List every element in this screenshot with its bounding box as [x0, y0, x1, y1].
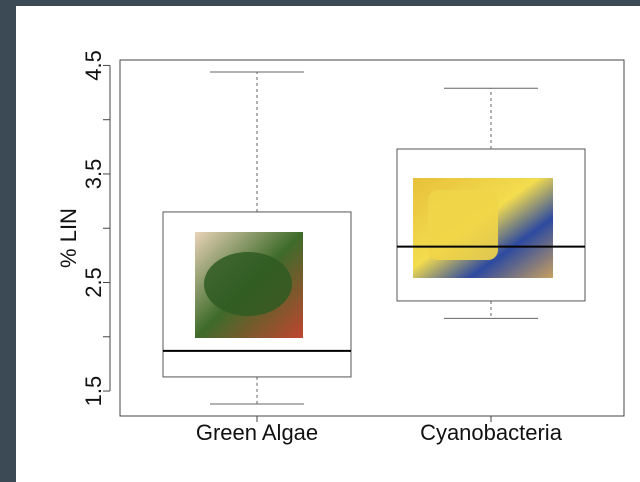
photo-twinkie: [428, 190, 498, 260]
y-tick-label: 3.5: [81, 159, 106, 190]
x-tick-label: Cyanobacteria: [420, 420, 563, 445]
y-tick-label: 4.5: [81, 50, 106, 81]
y-tick-label: 1.5: [81, 376, 106, 407]
photo-salad-leaves: [204, 252, 292, 316]
x-tick-label: Green Algae: [196, 420, 318, 445]
y-axis-label: % LIN: [56, 208, 81, 268]
y-tick-label: 2.5: [81, 267, 106, 298]
